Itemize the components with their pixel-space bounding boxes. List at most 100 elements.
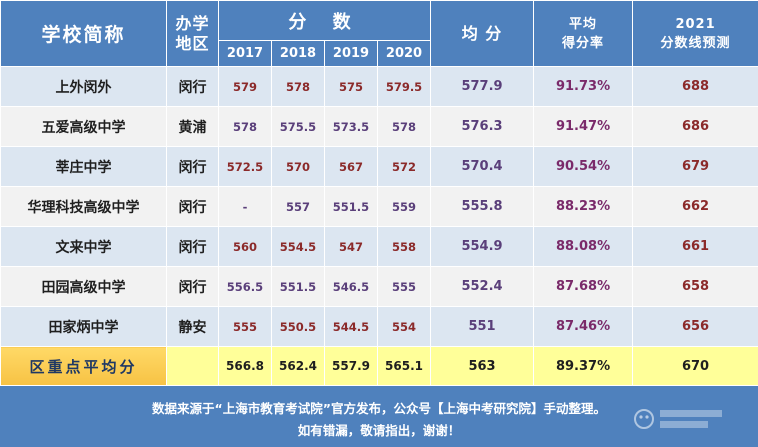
score-2017: 579 [218, 66, 272, 107]
table-row: 华理科技高级中学 闵行 - 557 551.5 559 555.8 88.23%… [0, 186, 758, 227]
header-average: 均 分 [430, 0, 535, 67]
average-rate: 88.23% [533, 186, 634, 227]
header-year-2018: 2018 [271, 40, 325, 67]
average-rate: 87.46% [533, 306, 634, 347]
watermark-logo [634, 409, 722, 429]
score-2018: 550.5 [271, 306, 325, 347]
summary-2017: 566.8 [218, 346, 272, 386]
score-2018: 551.5 [271, 266, 325, 307]
header-pred-line2: 分数线预测 [660, 35, 731, 51]
prediction-2021: 679 [632, 146, 758, 187]
school-name: 莘庄中学 [0, 146, 167, 187]
header-district: 办学 地区 [166, 0, 219, 67]
score-2020: 559 [376, 186, 432, 227]
average-rate: 87.68% [533, 266, 634, 307]
score-2017: 572.5 [218, 146, 272, 187]
score-2018: 554.5 [271, 226, 325, 267]
summary-blank [166, 346, 219, 386]
header-rate-line1: 平均 [569, 16, 598, 32]
average-rate: 90.54% [533, 146, 634, 187]
school-name: 上外闵外 [0, 66, 167, 107]
score-2017: 560 [218, 226, 272, 267]
summary-label: 区重点平均分 [0, 346, 167, 386]
prediction-2021: 688 [632, 66, 758, 107]
table-row: 田家炳中学 静安 555 550.5 544.5 554 551 87.46% … [0, 306, 758, 347]
average-score: 555.8 [430, 186, 535, 227]
summary-rate: 89.37% [533, 346, 634, 386]
summary-2020: 565.1 [376, 346, 432, 386]
table-row: 田园高级中学 闵行 556.5 551.5 546.5 555 552.4 87… [0, 266, 758, 307]
school-name: 文来中学 [0, 226, 167, 267]
school-district: 闵行 [166, 266, 219, 307]
score-2020: 578 [376, 106, 432, 147]
school-name: 华理科技高级中学 [0, 186, 167, 227]
average-score: 554.9 [430, 226, 535, 267]
table-row: 五爱高级中学 黄浦 578 575.5 573.5 578 576.3 91.4… [0, 106, 758, 147]
summary-prediction: 670 [632, 346, 758, 386]
school-district: 闵行 [166, 226, 219, 267]
score-2018: 570 [271, 146, 325, 187]
score-2018: 578 [271, 66, 325, 107]
average-score: 552.4 [430, 266, 535, 307]
score-table: 学校简称 办学 地区 分 数 均 分 平均 得分率 2021 分数线预测 201… [0, 0, 758, 386]
prediction-2021: 661 [632, 226, 758, 267]
score-2019: 575 [324, 66, 378, 107]
header-rate: 平均 得分率 [533, 0, 634, 67]
score-2020: 579.5 [376, 66, 432, 107]
score-2020: 554 [376, 306, 432, 347]
header-school: 学校简称 [0, 0, 167, 67]
footer-note: 数据来源于“上海市教育考试院”官方发布，公众号【上海中考研究院】手动整理。 如有… [0, 388, 758, 447]
average-score: 570.4 [430, 146, 535, 187]
score-2017: 555 [218, 306, 272, 347]
score-2019: 567 [324, 146, 378, 187]
header-prediction: 2021 分数线预测 [632, 0, 758, 67]
header-year-2019: 2019 [324, 40, 378, 67]
average-score: 551 [430, 306, 535, 347]
score-2019: 544.5 [324, 306, 378, 347]
summary-row: 区重点平均分 566.8 562.4 557.9 565.1 563 89.37… [0, 346, 758, 386]
prediction-2021: 686 [632, 106, 758, 147]
header-year-2017: 2017 [218, 40, 272, 67]
school-name: 五爱高级中学 [0, 106, 167, 147]
summary-2018: 562.4 [271, 346, 325, 386]
footer-source: 数据来源于“上海市教育考试院”官方发布，公众号【上海中考研究院】手动整理。 [152, 401, 606, 416]
header-scores: 分 数 [217, 0, 432, 41]
header-district-line2: 地区 [175, 33, 210, 53]
school-district: 闵行 [166, 146, 219, 187]
score-2020: 555 [376, 266, 432, 307]
summary-average: 563 [430, 346, 535, 386]
footer-errata: 如有错漏，敬请指出，谢谢！ [297, 423, 461, 438]
score-2020: 572 [376, 146, 432, 187]
school-district: 静安 [166, 306, 219, 347]
header-pred-line1: 2021 [675, 16, 716, 32]
table-row: 上外闵外 闵行 579 578 575 579.5 577.9 91.73% 6… [0, 66, 758, 107]
score-2019: 551.5 [324, 186, 378, 227]
score-2017: 556.5 [218, 266, 272, 307]
table-row: 莘庄中学 闵行 572.5 570 567 572 570.4 90.54% 6… [0, 146, 758, 187]
school-name: 田家炳中学 [0, 306, 167, 347]
table-row: 文来中学 闵行 560 554.5 547 558 554.9 88.08% 6… [0, 226, 758, 267]
header-year-2020: 2020 [376, 40, 432, 67]
school-district: 闵行 [166, 66, 219, 107]
score-2017: 578 [218, 106, 272, 147]
header-district-line1: 办学 [175, 13, 210, 33]
average-rate: 91.47% [533, 106, 634, 147]
average-score: 577.9 [430, 66, 535, 107]
average-rate: 91.73% [533, 66, 634, 107]
prediction-2021: 656 [632, 306, 758, 347]
prediction-2021: 662 [632, 186, 758, 227]
score-2018: 575.5 [271, 106, 325, 147]
average-score: 576.3 [430, 106, 535, 147]
average-rate: 88.08% [533, 226, 634, 267]
score-2019: 546.5 [324, 266, 378, 307]
school-district: 黄浦 [166, 106, 219, 147]
score-2019: 573.5 [324, 106, 378, 147]
summary-2019: 557.9 [324, 346, 378, 386]
score-2017: - [218, 186, 272, 227]
score-2020: 558 [376, 226, 432, 267]
score-2018: 557 [271, 186, 325, 227]
school-name: 田园高级中学 [0, 266, 167, 307]
header-rate-line2: 得分率 [562, 35, 605, 51]
score-2019: 547 [324, 226, 378, 267]
